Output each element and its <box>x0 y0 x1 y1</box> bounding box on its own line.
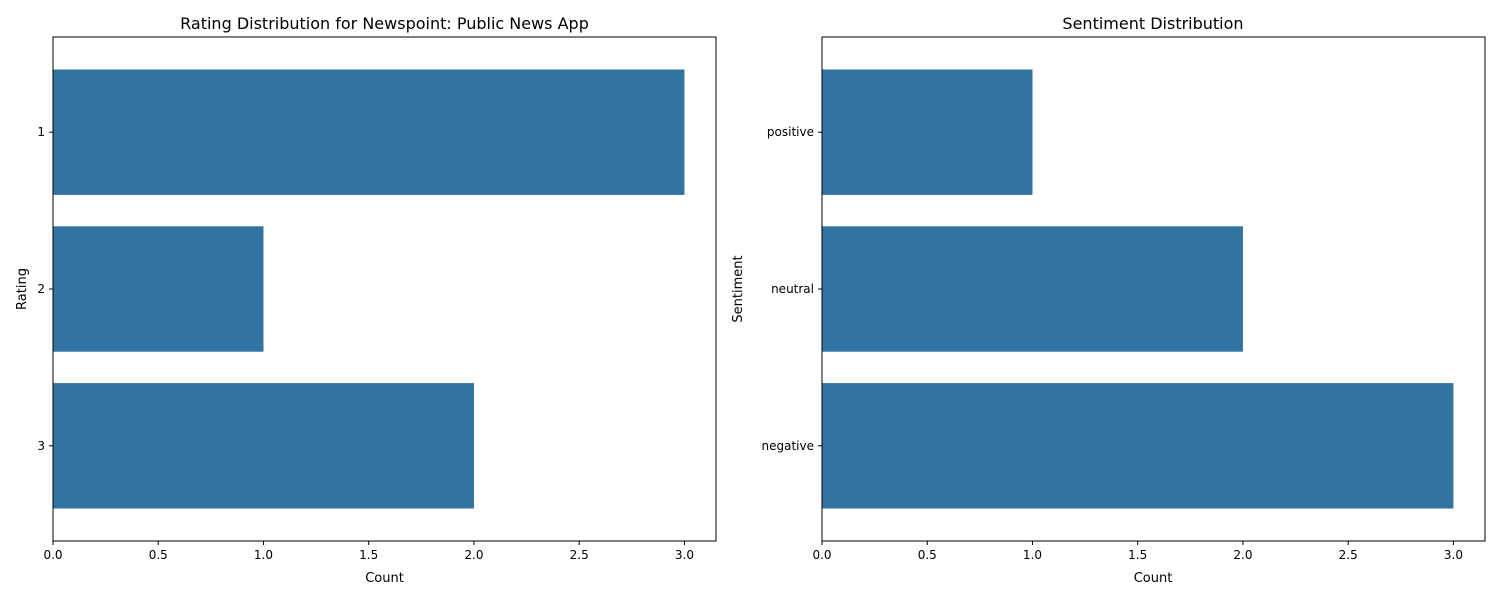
y-tick-label: 2 <box>37 282 45 296</box>
x-tick-label: 0.0 <box>43 548 62 562</box>
x-tick-label: 2.0 <box>464 548 483 562</box>
y-axis-label: Rating <box>15 268 30 310</box>
y-axis-label: Sentiment <box>731 255 746 322</box>
y-tick-label: 3 <box>37 439 45 453</box>
bar-neutral <box>822 226 1243 352</box>
x-tick-label: 3.0 <box>1444 548 1463 562</box>
x-tick-label: 1.0 <box>254 548 273 562</box>
chart-title: Rating Distribution for Newspoint: Publi… <box>180 14 589 33</box>
bar-negative <box>822 383 1454 509</box>
bar-3 <box>53 383 474 509</box>
x-axis-label: Count <box>365 571 404 586</box>
x-tick-label: 1.5 <box>1128 548 1147 562</box>
x-tick-label: 0.5 <box>149 548 168 562</box>
x-tick-label: 1.5 <box>359 548 378 562</box>
chart-rating-distribution: Rating Distribution for Newspoint: Publi… <box>15 14 717 586</box>
x-tick-label: 2.5 <box>570 548 589 562</box>
x-tick-label: 0.0 <box>812 548 831 562</box>
y-tick-label: neutral <box>771 282 814 296</box>
y-tick-label: negative <box>762 439 814 453</box>
bar-2 <box>53 226 264 352</box>
x-axis-label: Count <box>1134 571 1173 586</box>
chart-sentiment-distribution: Sentiment Distribution 0.0 0.5 1.0 1.5 2.0 2.… <box>731 14 1486 586</box>
y-tick-label: positive <box>767 125 814 139</box>
bar-positive <box>822 69 1033 195</box>
x-tick-label: 2.0 <box>1233 548 1252 562</box>
x-tick-label: 1.0 <box>1023 548 1042 562</box>
x-tick-label: 3.0 <box>675 548 694 562</box>
y-tick-label: 1 <box>37 125 45 139</box>
x-tick-label: 2.5 <box>1339 548 1358 562</box>
bar-1 <box>53 69 685 195</box>
x-tick-label: 0.5 <box>918 548 937 562</box>
chart-title: Sentiment Distribution <box>1062 14 1243 33</box>
